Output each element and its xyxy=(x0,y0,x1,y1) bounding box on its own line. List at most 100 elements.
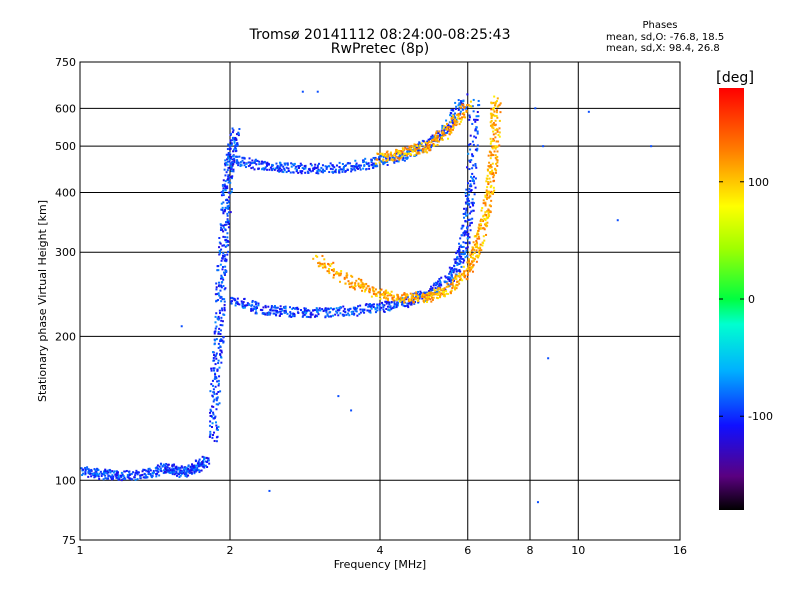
data-point xyxy=(398,158,401,161)
data-point xyxy=(208,424,211,427)
data-point xyxy=(410,146,413,149)
data-point xyxy=(477,247,480,250)
data-point xyxy=(405,148,408,151)
data-point xyxy=(428,146,431,149)
data-point xyxy=(312,309,315,312)
data-point xyxy=(466,93,469,96)
data-point xyxy=(469,134,472,137)
data-point xyxy=(84,466,87,469)
data-point xyxy=(422,292,425,295)
data-point xyxy=(379,155,382,158)
data-point xyxy=(268,168,271,171)
data-point xyxy=(385,307,388,310)
data-point xyxy=(427,147,430,150)
data-point xyxy=(232,163,235,166)
data-point xyxy=(458,255,461,258)
data-point xyxy=(484,204,487,207)
data-point xyxy=(181,466,184,469)
data-point xyxy=(492,107,495,110)
data-point xyxy=(292,171,295,174)
data-point xyxy=(458,262,461,265)
data-point xyxy=(450,278,453,281)
data-point xyxy=(454,274,457,277)
data-point xyxy=(489,137,492,140)
data-point xyxy=(217,359,220,362)
data-point xyxy=(221,208,224,211)
data-point xyxy=(221,277,224,280)
data-point xyxy=(442,294,445,297)
data-point xyxy=(492,133,495,136)
data-point xyxy=(455,268,458,271)
data-point xyxy=(496,155,499,158)
data-point xyxy=(314,163,317,166)
data-point xyxy=(324,315,327,318)
data-point xyxy=(175,468,178,471)
data-point xyxy=(456,261,459,264)
data-point xyxy=(89,471,92,474)
data-point xyxy=(359,311,362,314)
data-point xyxy=(472,246,475,249)
data-point xyxy=(224,245,227,248)
data-point xyxy=(425,291,428,294)
data-point xyxy=(335,310,338,313)
data-point xyxy=(451,286,454,289)
data-point xyxy=(137,471,140,474)
data-point xyxy=(218,366,221,369)
data-point xyxy=(462,212,465,215)
data-point xyxy=(480,219,483,222)
data-point xyxy=(236,301,239,304)
data-point xyxy=(470,221,473,224)
data-point xyxy=(459,100,462,103)
data-point xyxy=(473,135,476,138)
data-point xyxy=(497,133,500,136)
data-point xyxy=(393,302,396,305)
data-point xyxy=(152,470,155,473)
data-point xyxy=(282,171,285,174)
data-point xyxy=(304,307,307,310)
data-point xyxy=(454,287,457,290)
data-point xyxy=(482,235,485,238)
data-point xyxy=(334,170,337,173)
data-point xyxy=(117,477,120,480)
data-point xyxy=(226,205,229,208)
data-point xyxy=(156,469,159,472)
data-point xyxy=(426,294,429,297)
data-point xyxy=(128,470,131,473)
data-point xyxy=(167,471,170,474)
data-point xyxy=(495,140,498,143)
data-point xyxy=(407,306,410,309)
data-point xyxy=(214,327,217,330)
data-point xyxy=(491,162,494,165)
data-point xyxy=(463,259,466,262)
data-point xyxy=(325,307,328,310)
data-point xyxy=(405,304,408,307)
data-point xyxy=(329,167,332,170)
data-point xyxy=(379,295,382,298)
data-point xyxy=(409,147,412,150)
data-point xyxy=(471,167,474,170)
data-point xyxy=(343,277,346,280)
data-point xyxy=(227,211,230,214)
data-point xyxy=(404,154,407,157)
data-point xyxy=(428,293,431,296)
data-point xyxy=(449,270,452,273)
data-point xyxy=(453,120,456,123)
data-point xyxy=(385,296,388,299)
data-point xyxy=(436,288,439,291)
data-point xyxy=(410,301,413,304)
data-point xyxy=(168,467,171,470)
data-point xyxy=(254,312,257,315)
data-point xyxy=(465,207,468,210)
data-point xyxy=(463,231,466,234)
data-point xyxy=(308,309,311,312)
data-point xyxy=(474,128,477,131)
data-point xyxy=(489,210,492,213)
data-point xyxy=(206,465,209,468)
data-point xyxy=(232,129,235,132)
data-point xyxy=(288,306,291,309)
data-point xyxy=(401,301,404,304)
data-point xyxy=(452,271,455,274)
data-point xyxy=(223,288,226,291)
data-point xyxy=(479,227,482,230)
data-point xyxy=(318,169,321,172)
